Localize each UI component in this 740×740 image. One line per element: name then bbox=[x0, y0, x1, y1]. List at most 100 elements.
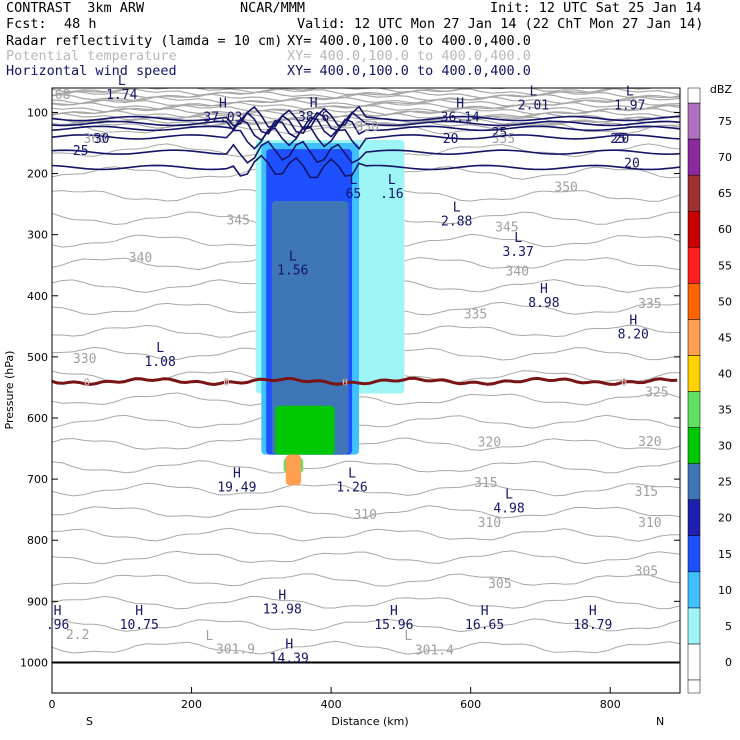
forecast-hours: 48 h bbox=[64, 16, 97, 32]
wind-extremum-value: 1.74 bbox=[106, 88, 137, 103]
colorbar-swatch bbox=[687, 210, 701, 248]
theta-extremum-letter: L bbox=[404, 629, 412, 644]
colorbar-swatch bbox=[687, 535, 701, 573]
reflectivity-region bbox=[285, 454, 302, 486]
wind-extremum-letter: L bbox=[626, 84, 634, 99]
wind-extremum-letter: H bbox=[481, 604, 489, 619]
wind-extremum-letter: L bbox=[530, 84, 538, 99]
wind-extremum-value: 4.98 bbox=[493, 502, 524, 517]
theta-contour-line bbox=[52, 640, 680, 655]
theta-contour-label: 325 bbox=[645, 386, 668, 401]
wind-extremum-value: 8.20 bbox=[618, 328, 649, 343]
colorbar: 0 5 10 15 20 25 30 35 40 45 50 55 60 65 70 75 dBZ bbox=[687, 83, 732, 694]
theta-contour-label: 350 bbox=[554, 180, 577, 195]
x-end-label-north: N bbox=[656, 715, 664, 728]
y-tick-label: 300 bbox=[27, 229, 48, 242]
colorbar-swatch bbox=[687, 427, 701, 464]
wind-extremum-letter: H bbox=[456, 97, 464, 112]
colorbar-tick-label: 75 bbox=[718, 115, 732, 128]
field-xy-wind-speed: XY= 400.0,100.0 to 400.0,400.0 bbox=[287, 63, 531, 79]
wind-extremum-letter: L bbox=[156, 341, 164, 356]
theta-contour-label: 315 bbox=[635, 485, 658, 500]
wind-extremum-value: 18.79 bbox=[573, 618, 612, 633]
colorbar-tick-label: 40 bbox=[718, 367, 732, 380]
wind-speed-contours bbox=[52, 105, 680, 179]
colorbar-tick-label: 55 bbox=[718, 259, 732, 272]
x-tick-label: 0 bbox=[49, 698, 56, 711]
wind-contour-label: 25 bbox=[610, 132, 626, 147]
theta-extremum-letter: L bbox=[206, 629, 214, 644]
theta-contour-line bbox=[52, 618, 680, 633]
theta-contour-label: 2.2 bbox=[66, 628, 89, 643]
theta-contour-label: 320 bbox=[638, 435, 661, 450]
field-name-wind-speed: Horizontal wind speed bbox=[6, 63, 177, 79]
colorbar-swatch bbox=[687, 499, 701, 536]
x-tick-label: 800 bbox=[600, 698, 621, 711]
reflectivity-region bbox=[271, 201, 349, 455]
wind-extremum-letter: L bbox=[289, 249, 297, 264]
colorbar-swatch bbox=[687, 138, 701, 176]
wind-extremum-value: 37.03 bbox=[203, 111, 242, 126]
colorbar-swatch bbox=[687, 643, 701, 681]
freezing-level-line bbox=[52, 376, 680, 664]
y-tick-label: 800 bbox=[27, 534, 48, 547]
wind-extremum-letter: H bbox=[233, 466, 241, 481]
wind-extremum-letter: H bbox=[278, 589, 286, 604]
wind-contour-line bbox=[52, 111, 680, 135]
wind-extremum-letter: L bbox=[388, 173, 396, 188]
theta-contour-line bbox=[52, 414, 680, 429]
wind-extremum-letter: H bbox=[540, 282, 548, 297]
theta-contour-label: 335 bbox=[638, 297, 661, 312]
x-tick-label: 400 bbox=[321, 698, 342, 711]
valid-time: Valid: 12 UTC Mon 27 Jan 14 (22 ChT Mon … bbox=[297, 16, 704, 32]
theta-contour-line bbox=[52, 392, 680, 407]
theta-contour-line bbox=[52, 595, 680, 610]
theta-contour-label: 305 bbox=[635, 565, 658, 580]
colorbar-tick-label: 70 bbox=[718, 151, 732, 164]
y-tick-label: 900 bbox=[27, 595, 48, 608]
contour-labels: 0 0 0 0 360 355 350 345 345 340 340 335 335 330 325 320… bbox=[46, 74, 669, 666]
theta-contour-label: 330 bbox=[73, 352, 96, 367]
x-end-label-south: S bbox=[86, 715, 93, 728]
theta-contour-line bbox=[52, 505, 680, 520]
y-tick-label: 100 bbox=[27, 106, 48, 119]
freezing-level-label: 0 bbox=[223, 377, 229, 388]
wind-extremum-letter: L bbox=[348, 466, 356, 481]
wind-extremum-letter: L bbox=[350, 173, 358, 188]
theta-contour-line bbox=[52, 109, 680, 119]
wind-extremum-value: 1.56 bbox=[277, 263, 308, 278]
y-tick-label: 1000 bbox=[20, 656, 48, 669]
wind-contour-line bbox=[52, 154, 680, 179]
colorbar-swatch bbox=[687, 607, 701, 645]
theta-contour-line bbox=[52, 550, 680, 565]
wind-extremum-value: 1.26 bbox=[336, 480, 367, 495]
theta-contour-line bbox=[52, 527, 680, 542]
colorbar-swatch bbox=[687, 247, 701, 284]
x-tick-label: 600 bbox=[460, 698, 481, 711]
colorbar-tick-label: 15 bbox=[718, 548, 732, 561]
theta-contour-label: 355 bbox=[492, 132, 515, 147]
wind-contour-line bbox=[52, 140, 680, 164]
wind-contour-line bbox=[52, 105, 680, 130]
theta-contour-label: 301.4 bbox=[415, 644, 454, 659]
theta-contour-label: 345 bbox=[226, 213, 249, 228]
wind-contour-label: 25 bbox=[492, 126, 508, 141]
freezing-level-label: 0 bbox=[84, 377, 90, 388]
wind-extremum-value: 1.08 bbox=[144, 355, 175, 370]
wind-extremum-value: 65 bbox=[346, 187, 362, 202]
freezing-level-path bbox=[52, 376, 678, 387]
wind-contour-line bbox=[52, 116, 680, 142]
theta-contour-label: 340 bbox=[129, 251, 152, 266]
x-axis-title: Distance (km) bbox=[331, 715, 408, 728]
colorbar-swatch bbox=[687, 283, 701, 320]
wind-extremum-letter: H bbox=[219, 97, 227, 112]
wind-extremum-value: 36.14 bbox=[441, 111, 480, 126]
wind-contour-label: 20 bbox=[614, 132, 630, 147]
colorbar-tick-label: 25 bbox=[718, 476, 732, 489]
theta-contour-line bbox=[52, 460, 680, 474]
colorbar-swatch bbox=[687, 319, 701, 356]
field-xy-reflectivity: XY= 400.0,100.0 to 400.0,400.0 bbox=[287, 33, 531, 49]
colorbar-tick-label: 30 bbox=[718, 440, 732, 453]
forecast-label: Fcst: bbox=[6, 16, 47, 32]
